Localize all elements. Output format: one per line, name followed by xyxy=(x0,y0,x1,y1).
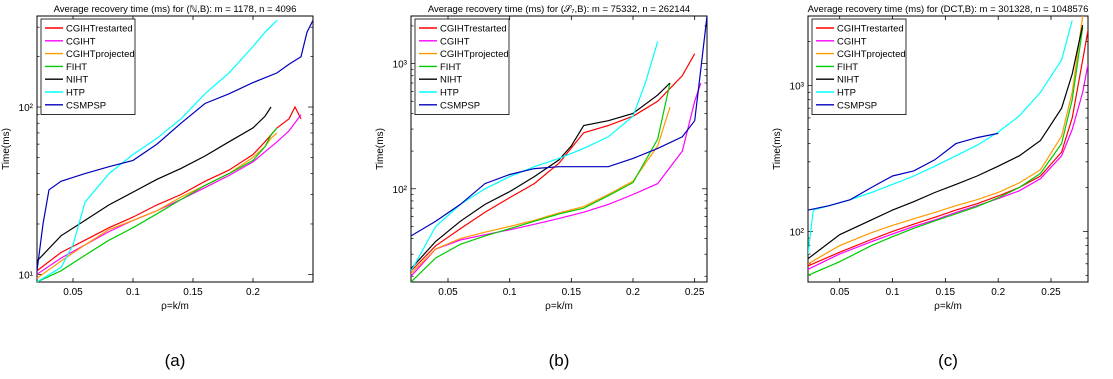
panel-caption: (a) xyxy=(165,351,186,370)
chart-title: Average recovery time (ms) for (𝒮₇,B): m… xyxy=(428,4,690,15)
series-line-CGIHTrestarted xyxy=(37,105,302,272)
series-line-CGIHTrestarted xyxy=(411,53,696,272)
plot-frame xyxy=(807,15,1089,283)
legend-entry: FIHT xyxy=(440,62,461,73)
y-tick-label: 10² xyxy=(19,103,34,114)
y-axis-label: Time(ms) xyxy=(772,128,783,170)
chart-title: Average recovery time (ms) for (DCT,B): … xyxy=(808,4,1089,15)
legend-entry: CGIHTprojected xyxy=(837,49,906,60)
y-tick-label: 10² xyxy=(790,227,805,238)
x-tick-label: 0.05 xyxy=(438,287,458,298)
y-axis-label: Time(ms) xyxy=(1,128,12,170)
series-line-CGIHTprojected xyxy=(808,16,1084,265)
legend-entry: CGIHTprojected xyxy=(66,49,135,60)
x-axis-label: ρ=k/m xyxy=(161,301,189,312)
series-line-FIHT xyxy=(411,82,671,282)
x-tick-label: 0.2 xyxy=(991,287,1005,298)
legend-entry: CSMPSP xyxy=(837,100,877,111)
series-lines xyxy=(411,16,707,282)
x-axis-label: ρ=k/m xyxy=(934,301,962,312)
legend-entry: CGIHTrestarted xyxy=(440,24,507,35)
series-line-CSMPSP xyxy=(411,16,707,237)
x-axis-label: ρ=k/m xyxy=(545,301,573,312)
x-tick-label: 0.25 xyxy=(685,287,705,298)
legend-entry: FIHT xyxy=(837,62,858,73)
y-tick-label: 10² xyxy=(393,185,408,196)
chart-panel-3: 0.05 0.1 0.15 0.2 0.25 10² 10³ Average recovery… xyxy=(772,4,1089,370)
legend-entry: HTP xyxy=(66,88,85,99)
series-lines xyxy=(808,16,1088,276)
series-line-NIHT xyxy=(808,24,1084,260)
x-tick-label: 0.1 xyxy=(503,287,517,298)
series-line-FIHT xyxy=(808,27,1084,276)
legend-entry: NIHT xyxy=(837,75,859,86)
legend-entry: CSMPSP xyxy=(440,100,480,111)
chart-title: Average recovery time (ms) for (ℕ,B): m … xyxy=(54,4,297,15)
y-tick-label: 10¹ xyxy=(19,270,34,281)
plot-frame xyxy=(36,15,314,283)
series-line-CSMPSP xyxy=(808,132,999,211)
series-line-CSMPSP xyxy=(37,20,313,271)
legend-entry: FIHT xyxy=(66,62,87,73)
legend-entry: CGIHT xyxy=(440,36,470,47)
y-axis-label: Time(ms) xyxy=(375,128,386,170)
legend-entry: NIHT xyxy=(66,75,88,86)
legend-entry: HTP xyxy=(440,88,459,99)
y-tick-label: 10³ xyxy=(393,60,408,71)
x-tick-label: 0.1 xyxy=(126,287,140,298)
chart-panel-2: 0.05 0.1 0.15 0.2 0.25 10² 10³ Average recovery… xyxy=(375,4,708,370)
x-tick-label: 0.05 xyxy=(830,287,850,298)
x-tick-label: 0.15 xyxy=(183,287,203,298)
series-line-CGIHTrestarted xyxy=(808,29,1088,267)
legend-entry: CGIHTprojected xyxy=(440,49,509,60)
series-line-CGIHT xyxy=(808,64,1088,270)
chart-panel-1: 0.05 0.1 0.15 0.2 10¹ 10² Average recovery tim… xyxy=(1,4,314,370)
series-line-HTP xyxy=(411,41,659,272)
panel-caption: (c) xyxy=(938,351,958,370)
x-tick-label: 0.05 xyxy=(63,287,83,298)
legend-entry: CGIHT xyxy=(66,36,96,47)
x-tick-label: 0.15 xyxy=(936,287,956,298)
legend-entry: NIHT xyxy=(440,75,462,86)
legend-entry: CGIHTrestarted xyxy=(66,24,133,35)
x-tick-label: 0.2 xyxy=(246,287,260,298)
x-tick-label: 0.15 xyxy=(562,287,582,298)
legend-entry: CSMPSP xyxy=(66,100,106,111)
legend-entry: HTP xyxy=(837,88,856,99)
x-tick-label: 0.2 xyxy=(626,287,640,298)
series-line-NIHT xyxy=(37,106,272,262)
series-line-NIHT xyxy=(411,82,671,270)
panel-caption: (b) xyxy=(549,351,570,370)
series-line-CGIHT xyxy=(411,82,702,277)
x-tick-label: 0.1 xyxy=(886,287,900,298)
legend-entry: CGIHTrestarted xyxy=(837,24,904,35)
y-tick-label: 10³ xyxy=(790,82,805,93)
series-lines xyxy=(37,19,313,282)
series-line-HTP xyxy=(37,19,278,282)
plot-frame xyxy=(410,15,708,283)
series-line-CGIHTprojected xyxy=(411,106,671,275)
legend-entry: CGIHT xyxy=(837,36,867,47)
x-tick-label: 0.25 xyxy=(1041,287,1061,298)
series-line-FIHT xyxy=(37,127,278,282)
